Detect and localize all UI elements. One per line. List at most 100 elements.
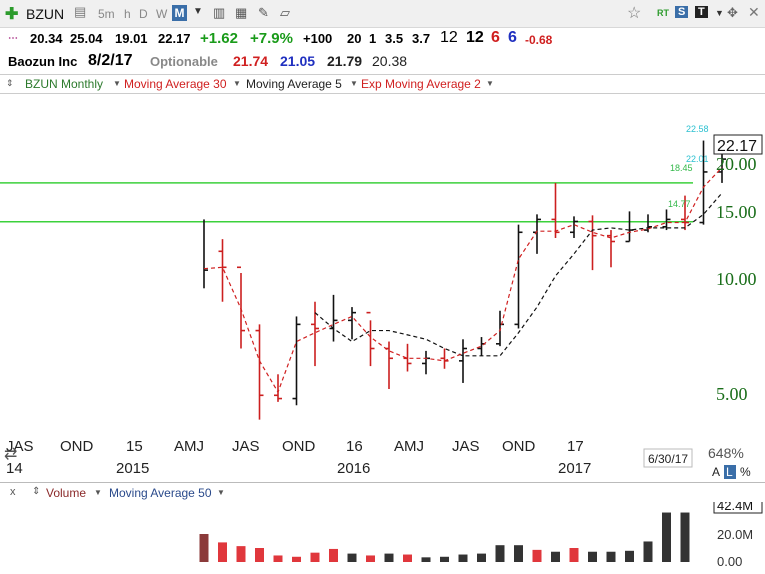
time-label-amj15: AMJ — [174, 438, 204, 455]
volume-axis-zero: 0.00 — [717, 554, 742, 569]
volume-axis-max: 42.4M — [717, 502, 753, 513]
star-icon[interactable]: ☆ — [627, 5, 642, 22]
legend-ma30[interactable]: Moving Average 30 — [124, 77, 227, 91]
add-symbol-icon[interactable]: ✚ — [5, 6, 19, 23]
info-v1: 21.74 — [233, 53, 269, 69]
quote-stat1: +100 — [303, 31, 333, 46]
draw-icon[interactable]: ✎ — [258, 5, 269, 20]
price-bar — [422, 350, 430, 375]
quote-high: 25.04 — [70, 31, 103, 46]
legend-ma5[interactable]: Moving Average 5 — [246, 77, 342, 91]
quote-stat2: 20 — [347, 31, 362, 46]
price-chart[interactable]: 20.00 15.00 10.00 5.00 22.17 22.58 22.01… — [0, 92, 765, 482]
volume-bar — [384, 553, 394, 562]
quote-last: 20.34 — [30, 31, 63, 46]
quote-stat4: 3.5 — [385, 31, 404, 46]
quote-n5: -0.68 — [525, 33, 553, 47]
volume-bar — [347, 553, 357, 562]
price-label-15: 15.00 — [716, 202, 757, 222]
volume-bar — [440, 556, 449, 562]
legend-symbol[interactable]: BZUN Monthly — [25, 77, 104, 91]
volume-bar — [329, 548, 338, 562]
legend-dropdown-icon[interactable]: ▼ — [350, 79, 358, 88]
interval-w[interactable]: W — [156, 7, 168, 21]
current-price: 22.17 — [717, 138, 757, 155]
legend-dropdown-icon[interactable]: ▼ — [233, 79, 241, 88]
scale-btn-l-bg[interactable] — [724, 465, 736, 479]
volume-close-icon[interactable]: x — [10, 486, 16, 498]
year-label-2015: 2015 — [116, 460, 149, 477]
price-bar — [440, 348, 449, 369]
year-label-14: 14 — [6, 460, 23, 477]
price-bar — [607, 230, 615, 268]
s-badge[interactable]: S — [675, 6, 689, 18]
line-label-2201: 22.01 — [686, 154, 709, 164]
scale-btn-pct[interactable]: % — [740, 465, 751, 479]
current-price-box — [713, 134, 763, 155]
volume-chart[interactable]: 42.4M 20.0M 0.00 — [0, 502, 765, 574]
volume-bar — [273, 555, 283, 562]
price-bar — [570, 216, 578, 238]
quote-n3: 6 — [491, 29, 500, 46]
settings-icon[interactable]: ✥ — [727, 5, 738, 20]
interval-h[interactable]: h — [124, 7, 131, 21]
scale-btn-l[interactable]: L — [726, 465, 733, 479]
time-label-jas14: JAS — [6, 438, 34, 455]
info-v2: 21.05 — [280, 53, 316, 69]
symbol-input[interactable]: BZUN — [26, 6, 65, 22]
volume-bar — [606, 551, 616, 562]
volume-bar — [588, 551, 597, 562]
volume-dropdown-icon[interactable]: ▼ — [217, 488, 225, 497]
sync-icon[interactable]: ⇄ — [4, 446, 17, 463]
close-icon[interactable]: ✕ — [748, 4, 760, 20]
menu-dropdown-icon[interactable]: ▼ — [715, 8, 724, 18]
legend-dropdown-icon[interactable]: ▼ — [486, 79, 494, 88]
rt-badge[interactable]: RT — [657, 8, 669, 18]
volume-legend: x ⇕ Volume ▼ Moving Average 50 ▼ — [0, 482, 765, 503]
volume-dropdown-icon[interactable]: ▼ — [94, 488, 102, 497]
price-bar — [329, 294, 338, 342]
volume-label[interactable]: Volume — [46, 486, 87, 500]
time-label-15: 15 — [126, 438, 143, 455]
zoom-level: 648% — [708, 445, 744, 461]
interval-5m[interactable]: 5m — [98, 7, 115, 21]
price-bar — [403, 343, 412, 372]
quote-n1: 12 — [440, 29, 458, 46]
info-bar: Baozun Inc 8/2/17 Optionable 21.74 21.05… — [0, 51, 765, 73]
volume-bar — [421, 557, 431, 562]
bar-style-icon[interactable]: ▥ — [213, 5, 226, 20]
legend-ema2[interactable]: Exp Moving Average 2 — [361, 77, 481, 91]
time-label-amj16: AMJ — [394, 438, 424, 455]
note-icon[interactable]: ▱ — [280, 5, 290, 20]
t-badge[interactable]: T — [695, 6, 708, 18]
info-v4: 20.38 — [372, 53, 408, 69]
price-bar — [348, 307, 356, 340]
legend-dropdown-icon[interactable]: ⇕ — [6, 78, 14, 88]
quote-low: 19.01 — [115, 31, 148, 46]
volume-bar — [403, 554, 412, 562]
interval-d[interactable]: D — [139, 7, 148, 21]
time-label-ond14: OND — [60, 438, 94, 455]
scale-btn-a[interactable]: A — [712, 465, 720, 479]
info-v3: 21.79 — [327, 53, 363, 69]
price-label-20: 20.00 — [716, 154, 757, 174]
print-icon[interactable]: ▤ — [74, 4, 87, 19]
volume-move-icon[interactable]: ⇕ — [32, 486, 41, 497]
line-label-1477: 14.77 — [668, 199, 691, 209]
price-bar — [203, 219, 208, 289]
interval-m[interactable]: M — [172, 5, 187, 21]
volume-bar — [662, 512, 671, 562]
price-bar — [366, 311, 375, 367]
volume-bar — [532, 549, 542, 562]
interval-dropdown-icon[interactable]: ▼ — [193, 6, 203, 17]
legend-dropdown-icon[interactable]: ▼ — [113, 79, 121, 88]
price-bar — [551, 182, 560, 238]
quote-change-pct: +7.9% — [250, 30, 293, 47]
volume-current-box — [713, 502, 763, 514]
indicators-icon[interactable]: ▦ — [235, 5, 248, 20]
price-bar — [625, 211, 634, 243]
quote-bar: ⋯ 20.34 25.04 19.01 22.17 +1.62 +7.9% +1… — [0, 28, 765, 50]
volume-bar — [625, 550, 634, 562]
volume-bar — [199, 534, 209, 562]
volume-ma50-label[interactable]: Moving Average 50 — [109, 486, 212, 500]
